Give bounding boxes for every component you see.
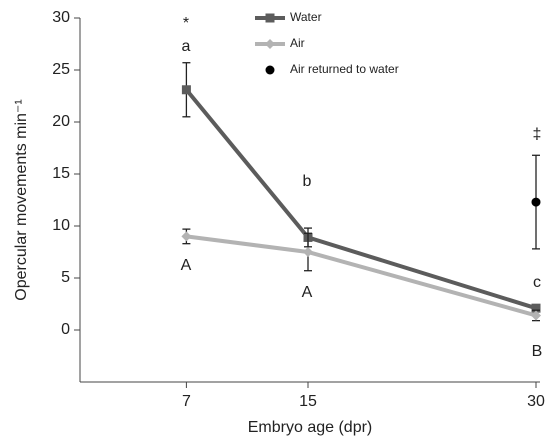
y-tick-label: 30 xyxy=(52,9,70,26)
legend-label: Water xyxy=(290,10,322,24)
x-tick-label: 7 xyxy=(182,393,191,410)
marker xyxy=(531,310,541,321)
y-axis-label: Opercular movements min⁻¹ xyxy=(13,99,30,300)
y-tick-label: 0 xyxy=(61,321,70,338)
marker xyxy=(265,13,275,23)
y-tick-label: 5 xyxy=(61,269,70,286)
y-tick-label: 25 xyxy=(52,61,70,78)
y-tick-label: 20 xyxy=(52,113,70,130)
legend: Water Air Air returned to water xyxy=(255,10,399,76)
legend-label: Air xyxy=(290,36,305,50)
annotation: B xyxy=(532,343,543,360)
y-tick-label: 15 xyxy=(52,165,70,182)
marker xyxy=(181,231,192,242)
marker xyxy=(265,39,275,49)
marker xyxy=(181,85,191,95)
annotation: A xyxy=(181,257,192,274)
annotation: c xyxy=(533,274,541,291)
annotation: ‡ xyxy=(533,126,542,143)
series-line xyxy=(186,234,537,318)
annotation: * xyxy=(183,15,189,32)
x-tick-label: 15 xyxy=(299,393,317,410)
x-axis-label: Embryo age (dpr) xyxy=(248,419,373,436)
legend-label: Air returned to water xyxy=(290,62,399,76)
x-tick-label: 30 xyxy=(527,393,545,410)
marker xyxy=(531,197,541,207)
marker xyxy=(303,247,313,257)
annotation: A xyxy=(302,284,313,301)
marker xyxy=(531,303,541,313)
series-line xyxy=(184,88,537,311)
marker xyxy=(265,65,275,75)
annotation: a xyxy=(182,38,191,55)
y-tick-label: 10 xyxy=(52,217,70,234)
annotation: b xyxy=(303,173,312,190)
